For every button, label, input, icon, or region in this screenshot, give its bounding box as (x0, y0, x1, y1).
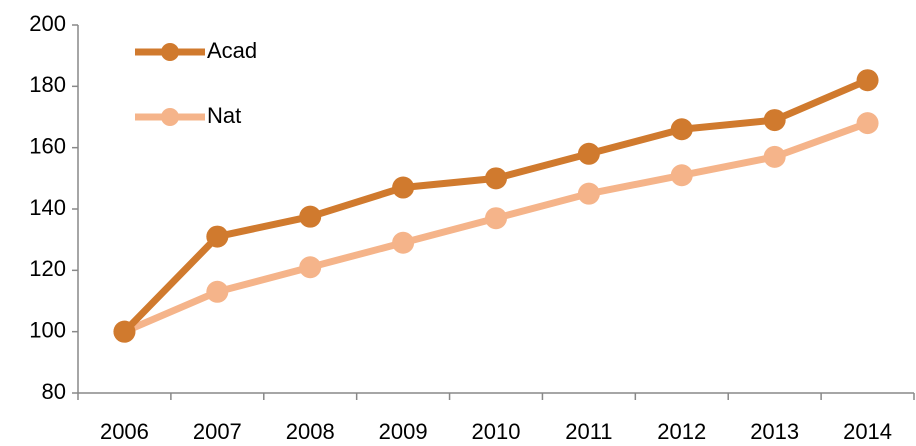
point (485, 167, 507, 190)
point (485, 207, 507, 230)
x-tick-label: 2014 (843, 419, 892, 444)
legend-label: Nat (207, 103, 241, 128)
point (670, 164, 693, 187)
y-tick-label: 180 (29, 72, 66, 97)
x-tick-label: 2012 (657, 419, 706, 444)
point (392, 176, 415, 199)
point (206, 225, 229, 248)
x-tick-label: 2009 (379, 419, 428, 444)
point (577, 182, 600, 205)
x-tick-label: 2006 (100, 419, 149, 444)
legend-marker (161, 108, 179, 126)
x-tick-label: 2013 (750, 419, 799, 444)
x-tick-label: 2011 (565, 419, 612, 444)
y-tick-label: 100 (29, 317, 66, 342)
point (392, 231, 415, 254)
point (856, 69, 879, 92)
x-tick-label: 2008 (286, 419, 335, 444)
point (577, 142, 600, 165)
point (763, 145, 786, 168)
point (856, 112, 879, 135)
point (299, 205, 322, 228)
point (670, 118, 693, 141)
y-tick-label: 140 (29, 195, 66, 220)
legend-marker (161, 43, 179, 61)
x-tick-label: 2010 (472, 419, 521, 444)
y-tick-label: 160 (29, 133, 66, 158)
point (113, 320, 136, 343)
point (763, 109, 786, 132)
point (299, 256, 322, 279)
y-tick-label: 120 (29, 256, 66, 281)
legend-label: Acad (207, 38, 257, 63)
y-tick-label: 200 (29, 11, 66, 36)
point (206, 280, 229, 303)
x-tick-label: 2007 (193, 419, 242, 444)
y-tick-label: 80 (42, 379, 66, 404)
